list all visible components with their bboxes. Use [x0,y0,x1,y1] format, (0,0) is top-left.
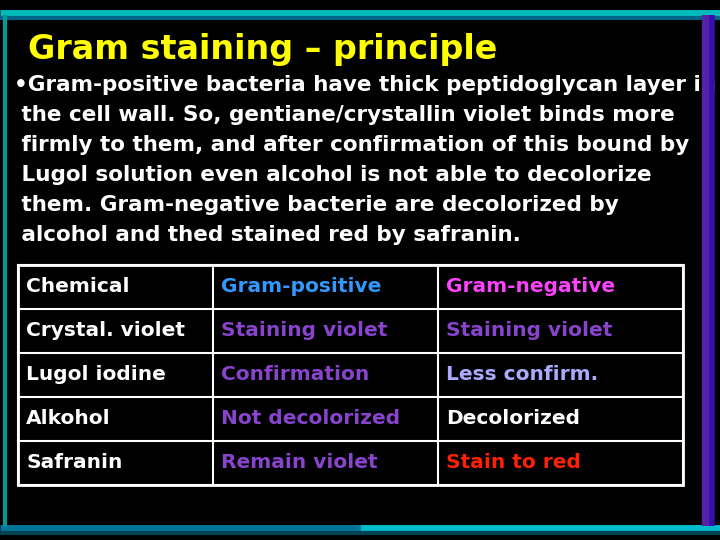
Text: Crystal. violet: Crystal. violet [26,321,185,341]
Text: Gram-negative: Gram-negative [446,278,615,296]
Text: alcohol and thed stained red by safranin.: alcohol and thed stained red by safranin… [14,225,521,245]
Text: •Gram-positive bacteria have thick peptidoglycan layer in: •Gram-positive bacteria have thick pepti… [14,75,716,95]
Text: Gram staining – principle: Gram staining – principle [28,33,498,66]
Text: the cell wall. So, gentiane/crystallin violet binds more: the cell wall. So, gentiane/crystallin v… [14,105,675,125]
Text: Decolorized: Decolorized [446,409,580,429]
Text: Safranin: Safranin [26,454,122,472]
Text: them. Gram-negative bacterie are decolorized by: them. Gram-negative bacterie are decolor… [14,195,618,215]
Text: Chemical: Chemical [26,278,130,296]
Text: firmly to them, and after confirmation of this bound by: firmly to them, and after confirmation o… [14,135,689,155]
Bar [18,265,683,485]
Text: Remain violet: Remain violet [221,454,377,472]
Text: Lugol iodine: Lugol iodine [26,366,166,384]
Text: Not decolorized: Not decolorized [221,409,400,429]
Text: Confirmation: Confirmation [221,366,369,384]
Text: Gram-positive: Gram-positive [221,278,382,296]
Text: Staining violet: Staining violet [221,321,387,341]
Text: Alkohol: Alkohol [26,409,111,429]
Text: Less confirm.: Less confirm. [446,366,598,384]
Text: Staining violet: Staining violet [446,321,613,341]
Text: Lugol solution even alcohol is not able to decolorize: Lugol solution even alcohol is not able … [14,165,652,185]
Text: Stain to red: Stain to red [446,454,581,472]
